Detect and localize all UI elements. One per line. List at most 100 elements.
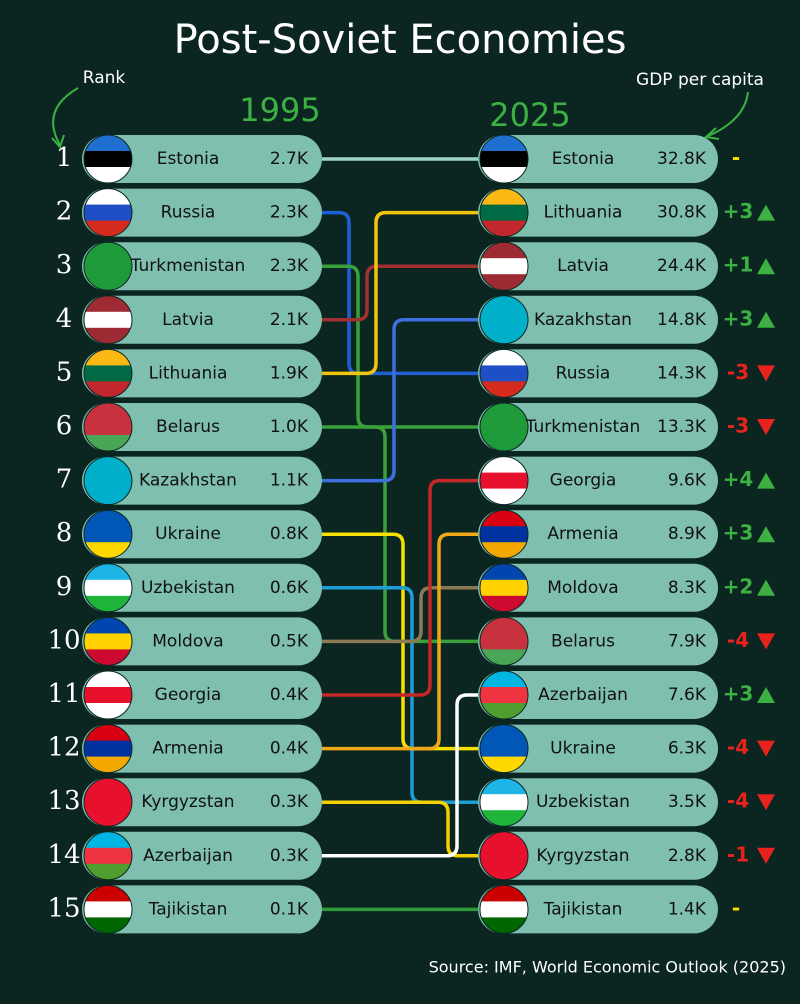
flag-stripe (480, 456, 528, 474)
up-arrow (757, 472, 775, 489)
rank-arrow-head (51, 134, 65, 149)
flag-stripe (480, 349, 528, 366)
flag-stripe (84, 188, 132, 206)
flag (84, 242, 132, 291)
left-pill (82, 456, 322, 505)
gdp-label: GDP per capita (636, 70, 764, 90)
rank: 14 (47, 840, 80, 870)
country: Armenia (152, 739, 223, 759)
flag-stripe (480, 295, 528, 313)
flag-border (83, 188, 133, 238)
gdp: 1.0K (270, 417, 309, 437)
rank-change: -1 (727, 842, 749, 866)
flag (84, 188, 132, 237)
flag-border (83, 563, 133, 613)
flag-stripe (84, 274, 132, 291)
flag (480, 510, 528, 559)
gdp: 6.3K (668, 739, 707, 759)
flag (84, 563, 132, 612)
country: Ukraine (550, 739, 616, 759)
flag-stripe (480, 595, 528, 612)
flag-stripe (480, 794, 528, 811)
gdp: 8.3K (668, 578, 707, 598)
country: Uzbekistan (141, 578, 235, 598)
flag-stripe (480, 167, 528, 183)
flag-stripe (84, 365, 132, 382)
flag-border (479, 188, 529, 238)
gdp: 3.5K (668, 792, 707, 812)
connector (322, 264, 478, 322)
country: Belarus (156, 417, 220, 437)
gdp: 2.3K (270, 256, 309, 276)
gdp: 0.3K (270, 846, 309, 866)
flag-stripe (480, 563, 528, 581)
gdp: 0.8K (270, 524, 309, 544)
flag-stripe (480, 703, 528, 719)
flag (480, 671, 528, 719)
country: Moldova (152, 631, 223, 651)
left-pill (82, 403, 322, 451)
flag-stripe (480, 311, 528, 329)
down-arrow (757, 633, 775, 650)
country: Kazakhstan (139, 471, 237, 491)
flag (84, 671, 132, 719)
country: Azerbaijan (538, 685, 628, 705)
flag-stripe (84, 349, 132, 366)
flag-stripe (480, 863, 528, 880)
gdp: 0.5K (270, 631, 309, 651)
flag-stripe (84, 135, 132, 152)
rank: 12 (47, 733, 80, 763)
right-pill (478, 724, 718, 773)
flag-stripe (84, 327, 132, 344)
connector (322, 318, 478, 483)
left-pill (82, 349, 322, 398)
connector (322, 210, 478, 376)
year-left: 1995 (239, 91, 320, 129)
gdp: 2.3K (270, 203, 309, 223)
rank: 15 (47, 893, 80, 923)
flag-border (479, 509, 529, 559)
flag-stripe (480, 917, 528, 934)
title: Post-Soviet Economies (174, 17, 627, 63)
rank-change: +1 (723, 253, 754, 277)
right-pill (478, 831, 718, 880)
gdp: 1.4K (668, 899, 707, 919)
country: Estonia (157, 149, 220, 169)
flag-border (83, 616, 133, 666)
right-pill (478, 456, 718, 505)
flag (480, 403, 528, 451)
gdp: 7.9K (668, 631, 707, 651)
flag (84, 617, 132, 666)
gdp: 0.6K (270, 578, 309, 598)
flag (84, 456, 132, 505)
flag-stripe (84, 510, 132, 527)
rank: 7 (56, 465, 73, 495)
rank: 1 (56, 143, 73, 173)
flag-stripe (84, 579, 132, 597)
flag-stripe (84, 778, 132, 795)
flag-border (479, 295, 529, 345)
rank: 8 (56, 518, 73, 548)
flag-stripe (84, 204, 132, 222)
flag-stripe (84, 542, 132, 559)
country: Tajikistan (543, 899, 623, 919)
flag-stripe (84, 724, 132, 742)
gdp: 9.6K (668, 471, 707, 491)
flag-stripe (84, 220, 132, 237)
flag-border (479, 670, 529, 720)
right-pill (478, 188, 718, 237)
right-pill (478, 135, 718, 183)
flag-stripe (480, 756, 528, 773)
gdp: 14.8K (657, 310, 707, 330)
flag-stripe (480, 403, 528, 420)
flag-stripe (84, 687, 132, 704)
rank: 3 (56, 250, 73, 280)
down-arrow (757, 847, 775, 864)
flag-border (83, 831, 133, 881)
country: Turkmenistan (525, 417, 641, 437)
connector (322, 532, 478, 751)
country: Lithuania (149, 363, 228, 383)
down-arrow (757, 740, 775, 757)
flag-stripe (480, 526, 528, 543)
